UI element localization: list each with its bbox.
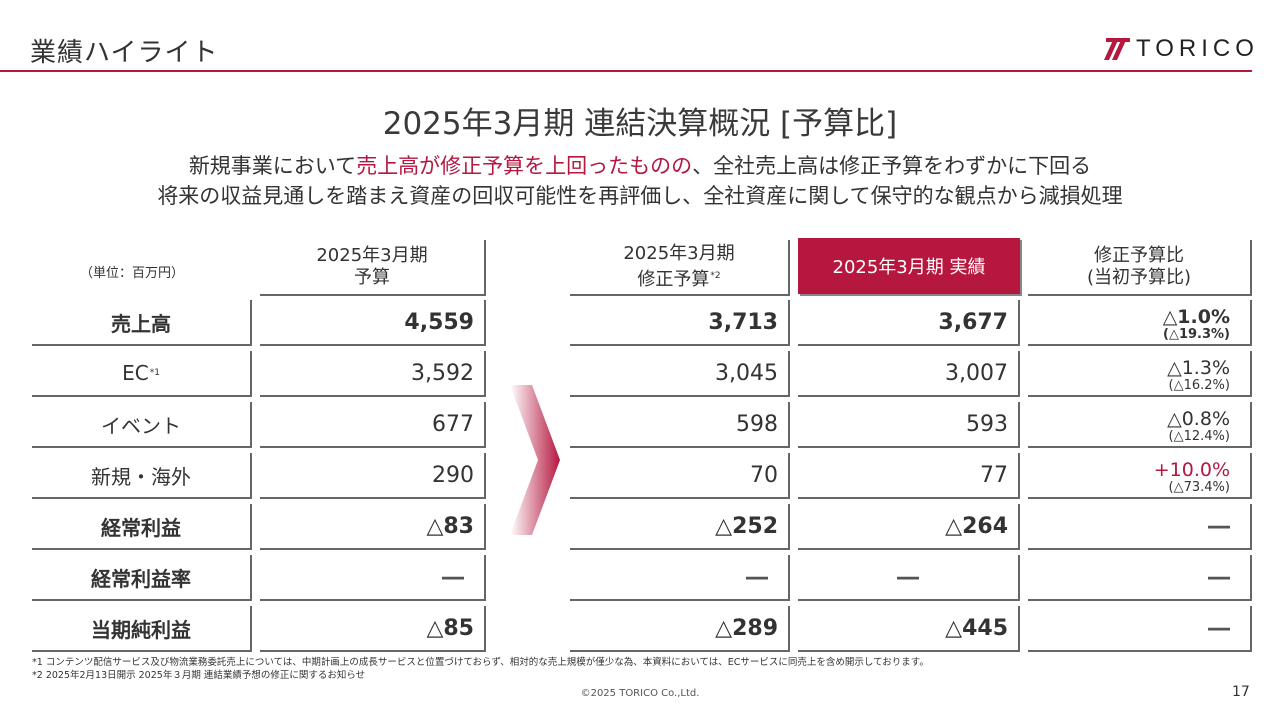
cell-ratio: △1.0% (△19.3%): [1028, 300, 1252, 346]
row-label-text: 売上高: [111, 311, 171, 336]
header-revised-line1: 2025年3月期: [623, 243, 735, 264]
row-label-text: 経常利益: [101, 515, 181, 540]
cell-revised: 598: [570, 402, 790, 448]
ratio-main: △1.3%: [1167, 357, 1230, 379]
row-label: EC *1: [32, 351, 252, 397]
subtitle-line-2: 将来の収益見通しを踏まえ資産の回収可能性を再評価し、全社資産に関して保守的な観点…: [157, 184, 1123, 208]
ratio-sub: (△16.2%): [1168, 378, 1230, 393]
cell-budget: 4,559: [260, 300, 486, 346]
cell-actual: 3,677: [798, 300, 1020, 346]
row-label: 新規・海外: [32, 453, 252, 499]
ratio-main: △0.8%: [1167, 408, 1230, 430]
cell-actual: 77: [798, 453, 1020, 499]
row-label-text: EC: [122, 361, 149, 385]
cell-revised: 70: [570, 453, 790, 499]
copyright: ©2025 TORICO Co.,Ltd.: [580, 688, 700, 699]
footnote-1: *1 コンテンツ配信サービス及び物流業務委託売上については、中期計画上の成長サー…: [32, 657, 929, 668]
ratio-sub: (△12.4%): [1168, 429, 1230, 444]
cell-revised: 3,713: [570, 300, 790, 346]
logo-text: TORICO: [1136, 35, 1259, 62]
row-label: イベント: [32, 402, 252, 448]
cell-budget: 290: [260, 453, 486, 499]
unit-label: （単位：百万円）: [80, 266, 185, 281]
subtitle-highlight: 売上高が修正予算を上回ったものの: [356, 154, 693, 178]
cell-actual: 593: [798, 402, 1020, 448]
cell-ratio: ―: [1028, 555, 1252, 601]
row-label: 当期純利益: [32, 606, 252, 652]
cell-budget: 677: [260, 402, 486, 448]
header-revised-note: *2: [710, 271, 721, 281]
ratio-sub: (△19.3%): [1163, 327, 1230, 342]
row-label: 経常利益: [32, 504, 252, 550]
row-label-text: 当期純利益: [91, 617, 191, 642]
cell-ratio: +10.0% (△73.4%): [1028, 453, 1252, 499]
cell-actual: 3,007: [798, 351, 1020, 397]
cell-actual: △264: [798, 504, 1020, 550]
torico-logo-icon: [1104, 38, 1130, 60]
cell-actual: △445: [798, 606, 1020, 652]
row-label-text: 新規・海外: [91, 464, 191, 489]
subtitle-line-1: 新規事業において売上高が修正予算を上回ったものの、全社売上高は修正予算をわずかに…: [0, 150, 1280, 180]
header-divider: [0, 70, 1252, 72]
header-revised: 2025年3月期 修正予算*2: [570, 240, 790, 296]
row-label: 経常利益率: [32, 555, 252, 601]
cell-ratio: ―: [1028, 606, 1252, 652]
page-number: 17: [1232, 684, 1250, 700]
cell-budget: 3,592: [260, 351, 486, 397]
header-ratio-line1: 修正予算比: [1094, 245, 1184, 266]
header-ratio-line2: (当初予算比): [1086, 267, 1192, 288]
ratio-main: +10.0%: [1153, 459, 1230, 481]
cell-budget: ―: [260, 555, 486, 601]
header-budget: 2025年3月期 予算: [260, 240, 486, 296]
header-budget-line1: 2025年3月期: [316, 245, 428, 266]
row-label: 売上高: [32, 300, 252, 346]
cell-revised: △289: [570, 606, 790, 652]
ratio-main: △1.0%: [1162, 306, 1230, 328]
cell-ratio: △1.3% (△16.2%): [1028, 351, 1252, 397]
cell-ratio: △0.8% (△12.4%): [1028, 402, 1252, 448]
subtitle-post: 、全社売上高は修正予算をわずかに下回る: [692, 154, 1092, 178]
cell-ratio: ―: [1028, 504, 1252, 550]
header-budget-line2: 予算: [354, 267, 390, 288]
ratio-sub: (△73.4%): [1168, 480, 1230, 495]
header-actual: 2025年3月期 実績: [798, 238, 1020, 294]
company-logo: TORICO: [1104, 35, 1259, 62]
footnotes: *1 コンテンツ配信サービス及び物流業務委託売上については、中期計画上の成長サー…: [32, 656, 929, 682]
cell-revised: ―: [570, 555, 790, 601]
cell-revised: 3,045: [570, 351, 790, 397]
row-label-text: 経常利益率: [91, 566, 191, 591]
cell-actual: ―: [798, 555, 1020, 601]
cell-revised: △252: [570, 504, 790, 550]
subtitle-pre: 新規事業において: [188, 154, 357, 178]
header-ratio: 修正予算比 (当初予算比): [1028, 240, 1252, 296]
slide-title: 2025年3月期 連結決算概況 [予算比]: [382, 106, 898, 142]
chevron-right-icon: [510, 385, 560, 535]
cell-budget: △83: [260, 504, 486, 550]
footnote-2: *2 2025年2月13日開示 2025年３月期 連結業績予想の修正に関するお知…: [32, 670, 366, 681]
cell-budget: △85: [260, 606, 486, 652]
section-title: 業績ハイライト: [30, 38, 219, 68]
row-label-note: *1: [149, 368, 160, 378]
row-label-text: イベント: [101, 413, 181, 438]
header-revised-line2: 修正予算: [637, 269, 710, 290]
